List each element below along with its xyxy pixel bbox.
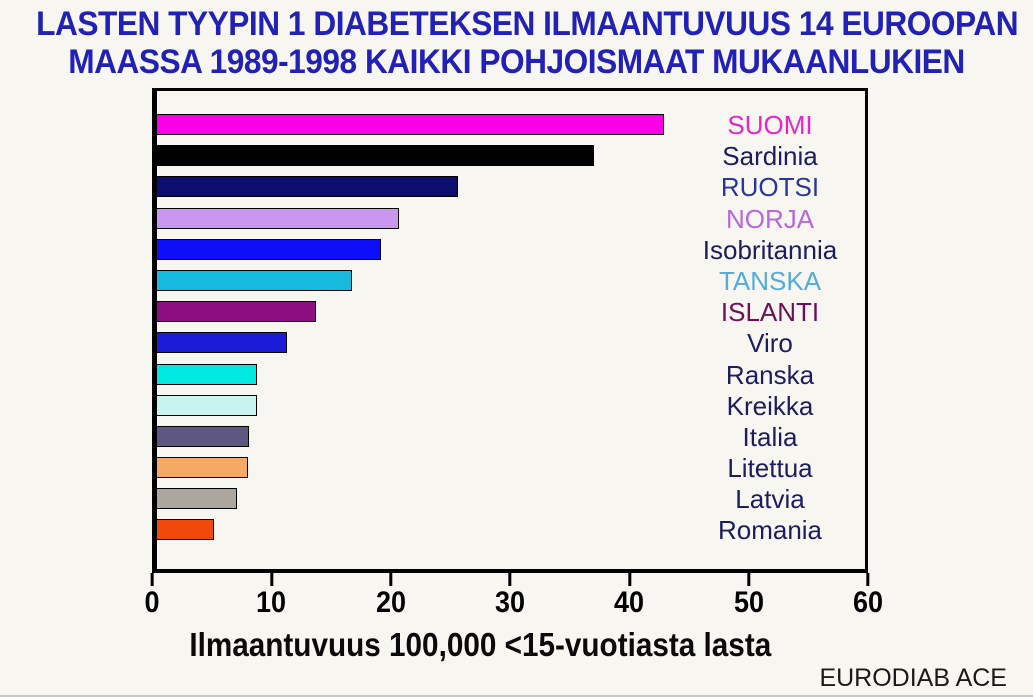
country-label-ruotsi: RUOTSI <box>720 172 820 203</box>
tick-label: 40 <box>614 586 645 619</box>
x-tick-20: 20 <box>374 573 407 618</box>
tick-mark <box>508 573 512 586</box>
bar-row-ruotsi: RUOTSI <box>157 171 865 202</box>
tick-mark <box>627 573 631 586</box>
x-tick-30: 30 <box>493 573 526 618</box>
country-label-kreikka: Kreikka <box>726 390 814 421</box>
bar-row-suomi: SUOMI <box>157 109 865 140</box>
tick-label: 20 <box>375 586 406 619</box>
chart-title: LASTEN TYYPIN 1 DIABETEKSEN ILMAANTUVUUS… <box>0 5 1033 81</box>
bars-container: SUOMI Sardinia RUOTSI NORJA Isobritannia TANS… <box>157 91 865 569</box>
bar-kreikka <box>157 394 258 416</box>
bar-litettua <box>157 457 248 479</box>
country-label-sardinia: Sardinia <box>722 141 818 172</box>
bar-ruotsi <box>157 176 458 198</box>
bar-row-latvia: Latvia <box>157 483 865 514</box>
x-tick-60: 60 <box>851 573 884 618</box>
bar-islanti <box>157 301 317 323</box>
bar-norja <box>157 207 399 229</box>
tick-mark <box>269 573 273 586</box>
country-label-tanska: TANSKA <box>718 265 822 296</box>
plot-area: SUOMI Sardinia RUOTSI NORJA Isobritannia TANS… <box>152 88 868 573</box>
bar-row-litettua: Litettua <box>157 452 865 483</box>
bar-romania <box>157 519 214 541</box>
bar-row-isobritannia: Isobritannia <box>157 234 865 265</box>
tick-label: 50 <box>733 586 764 619</box>
tick-mark <box>866 573 870 586</box>
tick-mark <box>747 573 751 586</box>
country-label-isobritannia: Isobritannia <box>702 234 838 265</box>
country-label-italia: Italia <box>742 421 798 452</box>
source-credit: EURODIAB ACE <box>819 664 1007 692</box>
bar-tanska <box>157 269 352 291</box>
bar-row-ranska: Ranska <box>157 359 865 390</box>
bar-suomi <box>157 114 665 135</box>
country-label-latvia: Latvia <box>735 484 805 515</box>
x-tick-40: 40 <box>613 573 646 618</box>
bar-row-viro: Viro <box>157 327 865 358</box>
tick-label: 0 <box>144 586 160 619</box>
bar-row-islanti: ISLANTI <box>157 296 865 327</box>
x-tick-50: 50 <box>732 573 765 618</box>
country-label-litettua: Litettua <box>727 453 813 484</box>
tick-label: 10 <box>256 586 287 619</box>
tick-mark <box>150 573 154 586</box>
bar-row-kreikka: Kreikka <box>157 390 865 421</box>
bar-ranska <box>157 363 258 385</box>
country-label-romania: Romania <box>717 515 823 546</box>
bar-viro <box>157 332 287 354</box>
country-label-norja: NORJA <box>725 203 815 234</box>
x-axis: 0 10 20 30 40 50 60 <box>144 573 883 625</box>
bar-row-tanska: TANSKA <box>157 265 865 296</box>
chart-title-line-1: LASTEN TYYPIN 1 DIABETEKSEN ILMAANTUVUUS… <box>36 5 1019 43</box>
bar-row-romania: Romania <box>157 514 865 545</box>
country-label-suomi: SUOMI <box>727 110 813 140</box>
tick-mark <box>389 573 393 586</box>
x-tick-0: 0 <box>144 573 161 618</box>
bar-latvia <box>157 488 238 510</box>
bar-sardinia <box>157 145 594 167</box>
country-label-islanti: ISLANTI <box>720 297 820 328</box>
x-tick-10: 10 <box>255 573 288 618</box>
chart-title-line-2: MAASSA 1989-1998 KAIKKI POHJOISMAAT MUKA… <box>68 43 965 81</box>
country-label-ranska: Ranska <box>725 359 815 390</box>
country-label-viro: Viro <box>747 328 793 359</box>
x-axis-label: Ilmaantuvuus 100,000 <15-vuotiasta lasta <box>0 626 960 664</box>
bar-isobritannia <box>157 238 382 260</box>
x-axis-label-text: Ilmaantuvuus 100,000 <15-vuotiasta lasta <box>189 626 771 663</box>
bar-row-sardinia: Sardinia <box>157 140 865 171</box>
tick-label: 60 <box>852 586 884 619</box>
bar-row-italia: Italia <box>157 421 865 452</box>
tick-label: 30 <box>494 586 526 619</box>
bar-row-norja: NORJA <box>157 203 865 234</box>
bar-italia <box>157 425 250 447</box>
